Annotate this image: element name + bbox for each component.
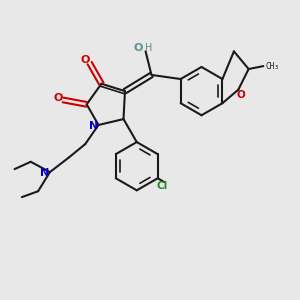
Text: Cl: Cl bbox=[157, 181, 168, 191]
Text: O: O bbox=[236, 90, 245, 100]
Text: O: O bbox=[80, 55, 90, 65]
Text: CH₃: CH₃ bbox=[266, 61, 280, 70]
Text: O: O bbox=[134, 44, 143, 53]
Text: H: H bbox=[146, 43, 153, 53]
Text: N: N bbox=[88, 121, 98, 130]
Text: N: N bbox=[40, 168, 49, 178]
Text: O: O bbox=[53, 94, 62, 103]
